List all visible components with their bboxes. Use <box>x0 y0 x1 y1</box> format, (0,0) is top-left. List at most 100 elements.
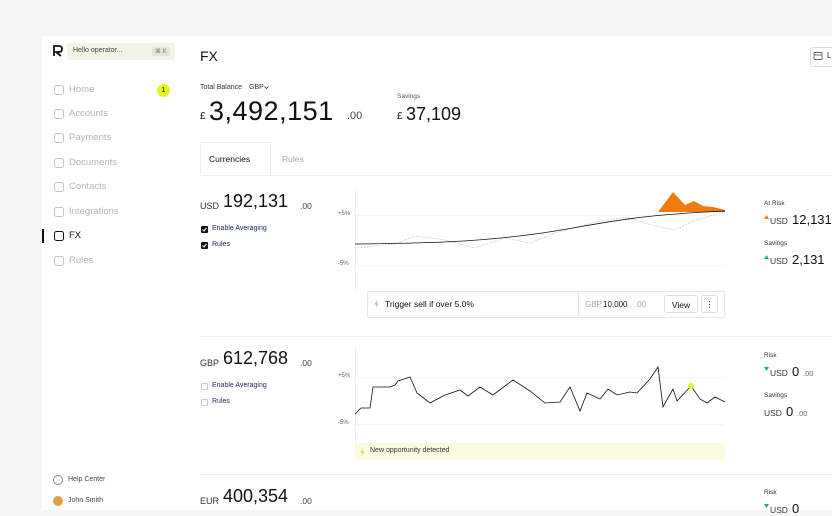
chart-shape <box>54 85 64 95</box>
rule-bolt-icon <box>374 300 379 308</box>
nav-item[interactable]: Documents <box>69 157 118 168</box>
header-button-label[interactable]: L <box>827 51 832 60</box>
option-label[interactable]: Enable Averaging <box>212 382 267 389</box>
footer-link[interactable]: John Smith <box>68 497 104 504</box>
nav-icon <box>54 256 64 266</box>
trend-arrow <box>764 367 769 371</box>
page-title: FX <box>200 48 218 64</box>
button-icon <box>813 52 823 60</box>
chart-shape <box>54 207 64 217</box>
divider <box>200 474 832 475</box>
checkbox[interactable] <box>201 399 208 406</box>
balance-currency[interactable]: GBP <box>249 84 264 91</box>
savings-label: Savings <box>397 93 421 100</box>
stat-label: Savings <box>764 392 788 399</box>
stat-currency: USD <box>770 368 788 378</box>
chart-shape <box>764 255 769 259</box>
tab-active[interactable] <box>200 142 271 175</box>
trend-arrow <box>764 504 769 508</box>
stat-cents: .00 <box>797 409 808 418</box>
chart-shape <box>374 300 379 308</box>
active-indicator <box>42 229 44 243</box>
shortcut: ⌘ K <box>152 47 170 56</box>
view-button[interactable]: View <box>664 295 698 313</box>
tab[interactable]: Rules <box>282 154 304 164</box>
stat-amount: 0 <box>792 364 800 379</box>
axis-grid <box>355 424 725 425</box>
card-amount: 612,768 <box>223 348 289 368</box>
nav-item[interactable]: Accounts <box>69 108 109 119</box>
card-currency: USD <box>200 201 220 211</box>
chart-axis <box>355 190 356 290</box>
trend-arrow <box>764 215 769 219</box>
nav-item[interactable]: Integrations <box>69 206 119 217</box>
sparkline <box>354 365 726 415</box>
card-amount: 400,354 <box>223 486 289 506</box>
stat-amount: 2,131 <box>792 252 825 267</box>
tab-bar-line <box>200 175 832 176</box>
chart-shape <box>54 158 64 168</box>
option-label[interactable]: Enable Averaging <box>212 225 267 232</box>
axis-grid <box>355 377 725 378</box>
rule-text: Trigger sell if over 5.0% <box>385 299 474 309</box>
card-amount: 192,131 <box>223 191 289 211</box>
axis-label: +5% <box>338 373 351 379</box>
checkbox[interactable] <box>201 383 208 390</box>
chart-shape <box>53 45 63 57</box>
stat-amount: 0 <box>792 501 800 516</box>
chart-shape <box>813 52 823 60</box>
check <box>202 227 207 232</box>
stat-currency: USD <box>770 216 788 226</box>
tab[interactable]: Currencies <box>209 154 251 164</box>
card-currency: EUR <box>200 496 220 506</box>
footer-link[interactable]: Help Center <box>68 476 106 483</box>
banner-text: New opportunity detected <box>370 447 450 454</box>
nav-icon <box>54 133 64 143</box>
chart-shape <box>764 367 769 371</box>
axis-label: +5% <box>338 211 351 217</box>
chart-shape <box>764 215 769 219</box>
nav-icon <box>54 231 64 241</box>
balance-label: Total Balance <box>200 84 243 91</box>
chart-axis <box>355 347 356 442</box>
trend-line <box>354 365 726 415</box>
axis-grid <box>355 215 725 216</box>
option-label[interactable]: Rules <box>212 241 230 248</box>
nav-item[interactable]: FX <box>69 230 82 241</box>
nav-item[interactable]: Payments <box>69 132 112 143</box>
stat-currency: USD <box>770 505 788 515</box>
risk-area <box>658 192 725 212</box>
card-cents: .00 <box>300 201 312 211</box>
nav-item[interactable]: Rules <box>69 255 94 266</box>
axis-grid <box>355 265 725 266</box>
check <box>202 243 207 248</box>
search-box[interactable] <box>67 43 175 60</box>
checkbox[interactable] <box>201 242 208 249</box>
nav-item[interactable]: Home <box>69 84 95 95</box>
rule-amount: 10,000 <box>603 300 628 309</box>
chart-shape <box>54 256 64 266</box>
header-button[interactable] <box>810 47 832 67</box>
chart-shape <box>264 86 269 90</box>
nav-item[interactable]: Contacts <box>69 181 107 192</box>
stat-amount: 12,131 <box>792 212 832 227</box>
card-cents: .00 <box>300 496 312 506</box>
chart-shape <box>202 243 207 248</box>
axis-label: -5% <box>338 261 349 267</box>
stat-currency: USD <box>770 256 788 266</box>
sparkline <box>354 192 726 249</box>
nav-icon <box>54 109 64 119</box>
chart-shape <box>54 109 64 119</box>
search-placeholder[interactable]: Hello operator... <box>73 47 123 54</box>
stat-currency: USD <box>764 408 782 418</box>
checkbox[interactable] <box>201 226 208 233</box>
option-label[interactable]: Rules <box>212 398 230 405</box>
rule-cents: .00 <box>635 300 647 309</box>
chart-shape <box>202 227 207 232</box>
chart-shape <box>54 182 64 192</box>
main-panel <box>182 36 832 510</box>
more-button[interactable]: ⋮ <box>701 295 718 313</box>
trend-dotted <box>354 211 726 249</box>
axis-label: -5% <box>338 420 349 426</box>
